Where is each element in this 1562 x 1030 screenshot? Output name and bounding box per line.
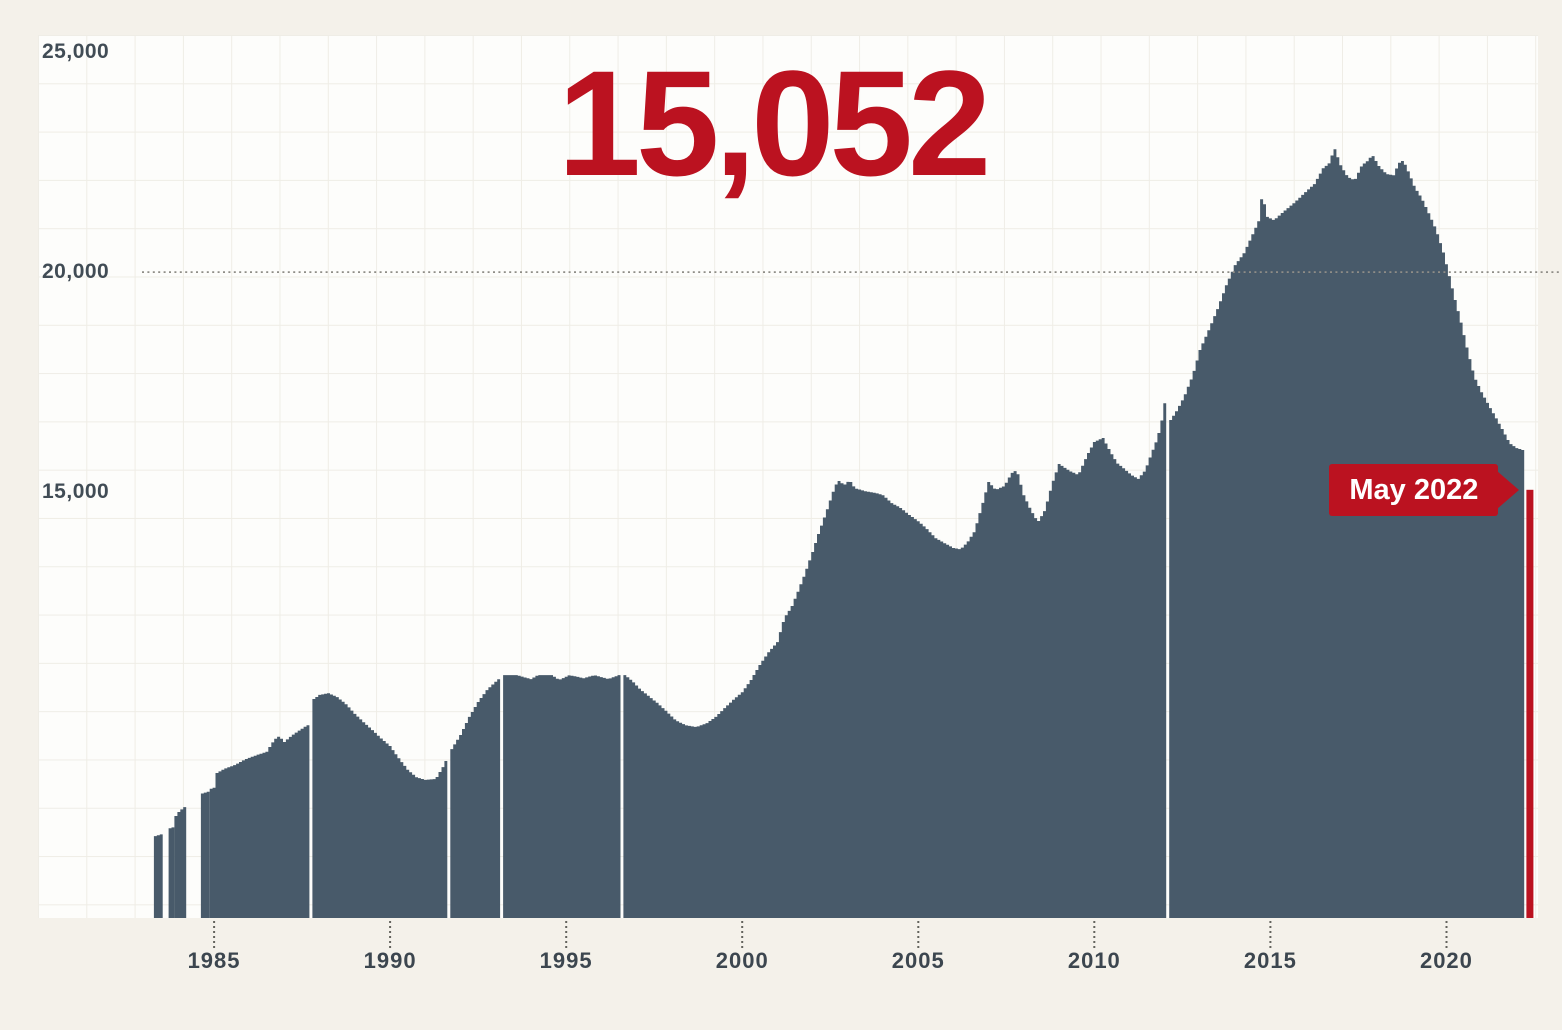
- bar-series-segment: [215, 725, 310, 918]
- x-axis-tick-label: 2015: [1243, 948, 1297, 973]
- x-axis-tick-label: 2020: [1419, 948, 1473, 973]
- bar-series-segment: [200, 791, 210, 918]
- x-axis-tick-label: 1985: [187, 948, 241, 973]
- x-axis-tick-label: 2000: [715, 948, 769, 973]
- y-axis-tick-label: 25,000: [42, 40, 110, 64]
- may-2022-flag-label: May 2022: [1349, 473, 1479, 506]
- x-axis-tick-label: 2010: [1067, 948, 1121, 973]
- bar-series-segment: [153, 834, 163, 918]
- bar-series-segment: [312, 693, 448, 918]
- bar-series-segment: [503, 675, 621, 918]
- bar-series-segment: [209, 787, 216, 918]
- bar-series-segment: [1169, 149, 1525, 919]
- bar-series-segment: [168, 827, 175, 918]
- bar-series-segment: [623, 403, 1167, 918]
- highlight-bar-may-2022: [1526, 489, 1534, 918]
- x-axis-tick-label: 1990: [363, 948, 417, 973]
- x-axis-tick-label: 2005: [891, 948, 945, 973]
- headline-value: 15,052: [557, 39, 992, 207]
- y-axis-tick-label: 20,000: [42, 260, 110, 284]
- y-axis-tick-label: 15,000: [42, 480, 110, 504]
- x-axis-tick-label: 1995: [539, 948, 593, 973]
- bar-series-segment: [174, 807, 187, 918]
- flag-pointer-icon: [1497, 470, 1520, 509]
- may-2022-flag: May 2022: [1329, 463, 1520, 516]
- bar-series-segment: [450, 679, 501, 918]
